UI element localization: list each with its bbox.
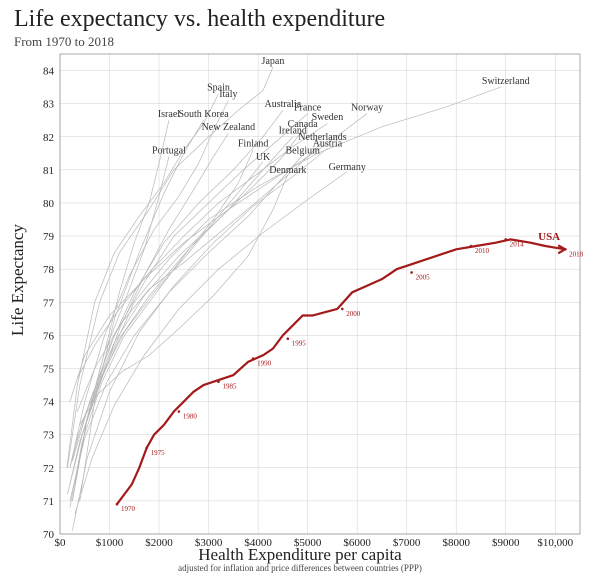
x-axis-label: Health Expenditure per capita adjusted f…: [0, 545, 600, 573]
y-tick: 79: [43, 231, 55, 243]
usa-line: [117, 239, 565, 504]
country-label: Germany: [329, 162, 366, 173]
chart-svg: $0$1000$2000$3000$4000$5000$6000$7000$80…: [0, 0, 600, 581]
y-tick: 74: [43, 397, 55, 409]
country-line: [77, 124, 327, 379]
usa-year-label: 2018: [569, 250, 584, 258]
usa-year-label: 2005: [416, 273, 431, 281]
usa-year-label: 2010: [475, 247, 490, 255]
country-label: Norway: [351, 102, 383, 113]
country-label: Italy: [219, 89, 237, 100]
country-label: Denmark: [269, 165, 306, 176]
usa-year-dot: [178, 410, 181, 413]
y-axis-label: Life Expectancy: [8, 180, 28, 380]
country-line: [70, 133, 228, 484]
usa-year-dot: [145, 447, 148, 450]
country-label: South Korea: [178, 109, 229, 120]
country-label: New Zealand: [202, 122, 256, 133]
y-tick: 73: [43, 430, 55, 442]
usa-year-dot: [287, 337, 290, 340]
country-label: Japan: [262, 56, 285, 67]
y-tick: 84: [43, 66, 55, 78]
x-axis-label-sub: adjusted for inflation and price differe…: [0, 563, 600, 573]
usa-year-dot: [504, 238, 507, 241]
usa-year-label: 1970: [121, 505, 136, 513]
country-line: [67, 137, 292, 495]
country-line: [70, 114, 367, 402]
y-tick: 82: [43, 132, 54, 144]
country-line: [72, 110, 282, 501]
usa-label: USA: [538, 231, 560, 243]
x-axis-label-main: Health Expenditure per capita: [198, 545, 401, 564]
y-tick: 77: [43, 297, 55, 309]
y-tick: 81: [43, 165, 54, 177]
chart-title: Life expectancy vs. health expenditure: [14, 6, 385, 33]
chart-subtitle: From 1970 to 2018: [14, 34, 114, 50]
country-label: Finland: [238, 139, 269, 150]
y-tick: 75: [43, 363, 55, 375]
y-tick: 80: [43, 198, 55, 210]
country-label: Israel: [158, 109, 180, 120]
usa-year-dot: [564, 248, 567, 251]
usa-year-label: 1980: [183, 413, 198, 421]
country-label: UK: [256, 152, 271, 163]
usa-year-label: 1995: [292, 340, 307, 348]
country-line: [72, 148, 327, 530]
y-tick: 70: [43, 529, 55, 541]
usa-year-dot: [410, 271, 413, 274]
usa-year-dot: [341, 308, 344, 311]
chart-container: Life expectancy vs. health expenditure F…: [0, 0, 600, 581]
usa-year-dot: [252, 357, 255, 360]
country-label: Portugal: [152, 145, 186, 156]
usa-year-label: 2000: [346, 310, 361, 318]
usa-year-dot: [217, 380, 220, 383]
usa-year-label: 1985: [222, 383, 237, 391]
country-line: [82, 87, 500, 435]
y-tick: 72: [43, 463, 54, 475]
y-tick: 76: [43, 330, 55, 342]
y-tick: 83: [43, 99, 55, 111]
country-label: Belgium: [285, 145, 320, 156]
usa-year-label: 1975: [151, 449, 166, 457]
country-line: [70, 155, 303, 501]
y-tick: 78: [43, 264, 55, 276]
usa-year-label: 1990: [257, 360, 272, 368]
usa-year-dot: [470, 245, 473, 248]
usa-year-label: 2014: [510, 240, 525, 248]
y-tick: 71: [43, 496, 54, 508]
usa-year-dot: [116, 503, 119, 506]
country-line: [80, 175, 288, 425]
country-label: Switzerland: [482, 76, 530, 87]
